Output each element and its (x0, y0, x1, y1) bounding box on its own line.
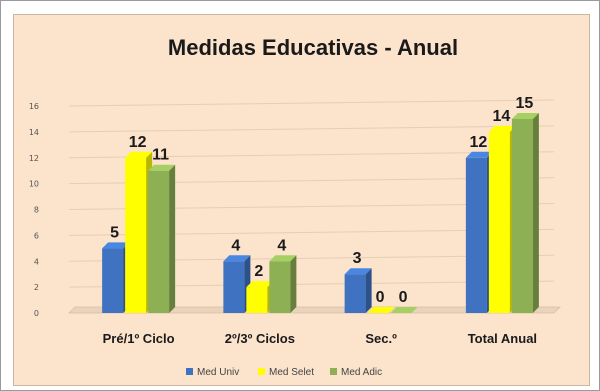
bar-side (169, 164, 176, 313)
bar-sec-med-univ (344, 268, 372, 313)
bar-pr-1-ciclo-med-univ (102, 242, 130, 313)
legend-label: Med Adic (341, 367, 382, 378)
bar-2-3-ciclos-med-adic (269, 255, 297, 313)
legend: Med Univ Med Selet Med Adic (186, 367, 382, 378)
bar-front (148, 170, 170, 313)
bar-top (511, 112, 539, 119)
legend-label: Med Univ (197, 367, 239, 378)
bar-top (344, 268, 372, 275)
bar-2-3-ciclos-med-univ (223, 255, 251, 313)
bar-side (365, 268, 372, 313)
category-label: 2º/3º Ciclos (225, 331, 295, 346)
bar-top (125, 151, 153, 158)
bar-sec-med-adic (390, 307, 418, 313)
bar-total-anual-med-univ (465, 151, 493, 313)
data-label: 12 (129, 134, 147, 151)
bar-front (269, 261, 291, 313)
bar-side (290, 255, 297, 313)
data-label: 5 (110, 224, 119, 241)
bar-front (511, 118, 533, 313)
bar-top (488, 125, 516, 132)
bar-top (465, 151, 493, 158)
y-tick-label: 8 (34, 206, 39, 215)
bar-front (246, 287, 268, 313)
bar-pr-1-ciclo-med-selet (125, 151, 153, 313)
category-label: Pré/1º Ciclo (103, 331, 175, 346)
data-label: 11 (152, 147, 169, 164)
bar-front (125, 157, 147, 313)
data-label: 15 (515, 95, 533, 112)
y-tick-label: 6 (34, 231, 39, 240)
data-label: 4 (231, 237, 240, 254)
bar-total-anual-med-selet (488, 125, 516, 313)
bar-top (223, 255, 251, 262)
bar-top (102, 242, 130, 249)
legend-label: Med Selet (269, 367, 314, 378)
bar-front (465, 157, 487, 313)
bar-sec-med-selet (367, 307, 395, 313)
bar-chart: Medidas Educativas - Anual 0246810121416… (29, 35, 561, 378)
bar-pr-1-ciclo-med-adic (148, 164, 176, 313)
y-tick-label: 4 (34, 257, 39, 266)
legend-swatch (258, 368, 265, 375)
data-label: 2 (254, 263, 263, 280)
y-tick-label: 0 (34, 309, 39, 318)
gridline (68, 125, 555, 133)
bar-top (390, 307, 418, 313)
y-tick-label: 16 (29, 102, 39, 111)
bar-top (367, 307, 395, 313)
category-label: Total Anual (468, 331, 537, 346)
bar-front (344, 274, 366, 313)
bar-top (148, 164, 176, 171)
data-label: 0 (376, 289, 385, 306)
x-axis-categories: Pré/1º Ciclo 2º/3º Ciclos Sec.º Total Anual (103, 331, 537, 346)
data-labels: 5 12 11 424 3 0 0 12 14 15 (110, 95, 533, 306)
legend-swatch (330, 368, 337, 375)
chart-title: Medidas Educativas - Anual (168, 35, 458, 60)
category-label: Sec.º (365, 331, 397, 346)
bar-front (223, 261, 245, 313)
y-tick-label: 10 (29, 180, 39, 189)
data-label: 0 (399, 289, 408, 306)
legend-swatch (186, 368, 193, 375)
data-label: 12 (469, 134, 487, 151)
data-label: 3 (353, 250, 362, 267)
bar-front (102, 248, 124, 313)
bars (102, 112, 539, 313)
bar-2-3-ciclos-med-selet (246, 281, 274, 313)
bar-front (488, 131, 510, 313)
bar-total-anual-med-adic (511, 112, 539, 313)
y-tick-label: 14 (29, 128, 39, 137)
data-label: 4 (277, 237, 286, 254)
bar-top (246, 281, 274, 288)
bar-side (532, 112, 539, 313)
gridline (68, 99, 555, 107)
chart-area: Medidas Educativas - Anual 0 2 4 6 8 10 12 14 16… (13, 14, 590, 386)
y-axis-ticks: 0 2 4 6 8 10 12 14 16 (29, 102, 39, 318)
y-tick-label: 12 (29, 154, 39, 163)
data-label: 14 (492, 108, 510, 125)
bar-top (269, 255, 297, 262)
y-tick-label: 2 (34, 283, 39, 292)
